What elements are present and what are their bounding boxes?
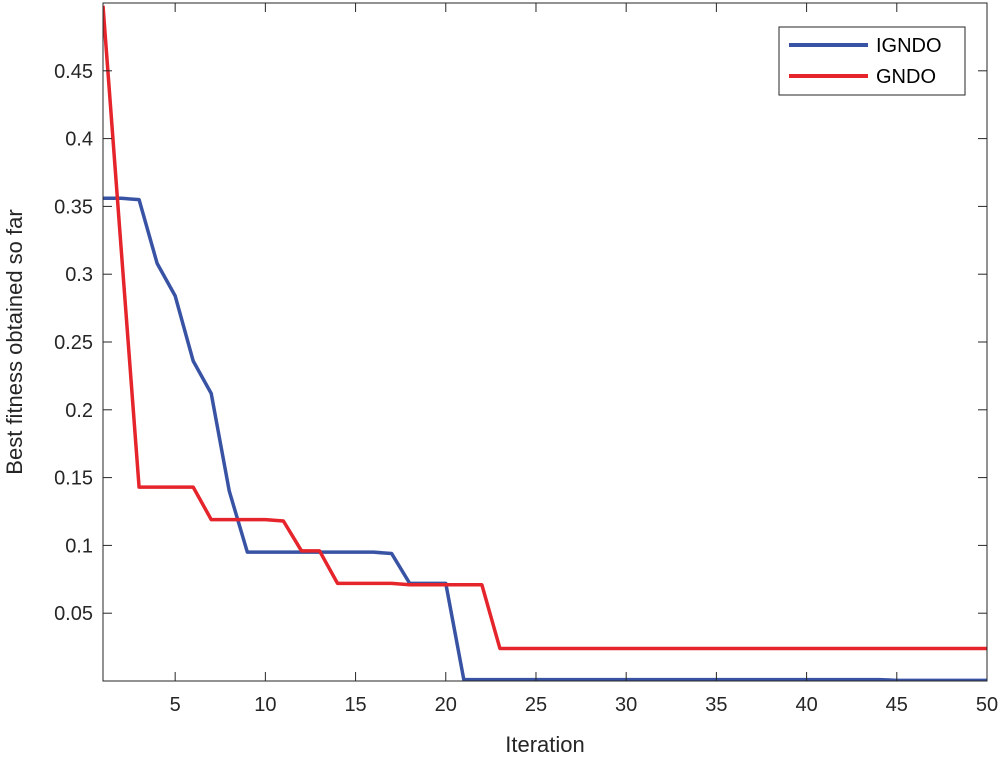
y-tick-label: 0.35 [54,196,93,218]
x-axis-label: Iteration [505,732,585,757]
x-axis: 5 10 15 20 25 30 35 40 45 50 [170,3,998,716]
x-tick-label: 15 [344,694,366,716]
y-tick-label: 0.1 [65,535,93,557]
plot-area [103,3,987,681]
x-tick-label: 5 [170,694,181,716]
x-tick-label: 50 [976,694,998,716]
x-tick-label: 45 [886,694,908,716]
x-tick-label: 35 [705,694,727,716]
x-tick-label: 40 [795,694,817,716]
y-tick-label: 0.25 [54,332,93,354]
y-tick-label: 0.3 [65,264,93,286]
y-tick-label: 0.15 [54,468,93,490]
legend-label-gndo: GNDO [876,66,936,88]
y-tick-label: 0.4 [65,129,93,151]
y-tick-label: 0.05 [54,603,93,625]
y-axis-label: Best fitness obtained so far [2,209,27,474]
legend: IGNDO GNDO [778,26,966,96]
x-tick-label: 10 [254,694,276,716]
x-tick-label: 20 [435,694,457,716]
legend-label-igndo: IGNDO [876,35,942,57]
x-tick-label: 30 [615,694,637,716]
y-tick-label: 0.2 [65,400,93,422]
y-axis: 0.05 0.1 0.15 0.2 0.25 0.3 0.35 0.4 0.45 [54,61,987,625]
legend-box [778,26,966,96]
series-line-gndo [103,5,987,651]
series-line-igndo [103,196,987,681]
x-tick-label: 25 [525,694,547,716]
series-layer [103,5,987,681]
y-tick-label: 0.45 [54,61,93,83]
